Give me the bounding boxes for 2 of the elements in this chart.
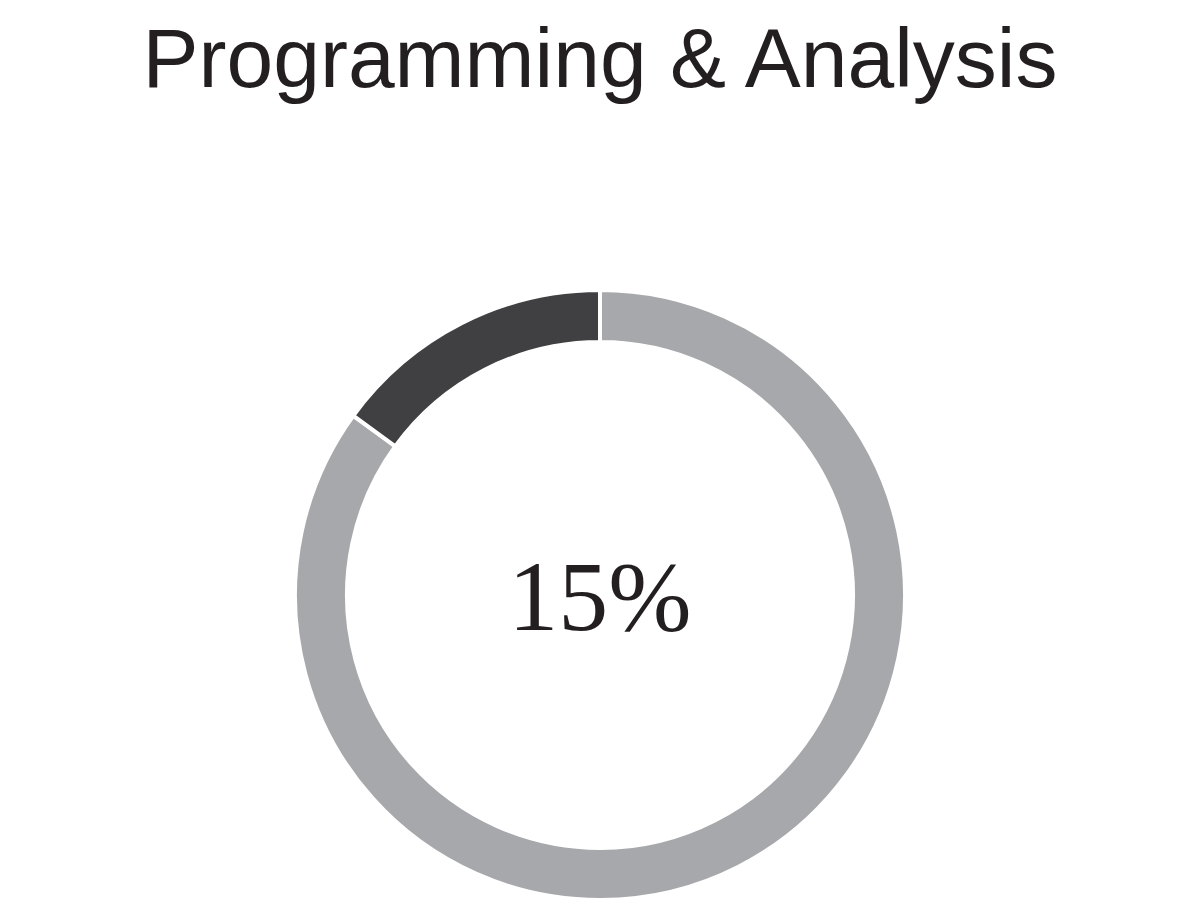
text: 15%	[508, 541, 692, 652]
chart-title: Programming & Analysis	[142, 11, 1058, 105]
